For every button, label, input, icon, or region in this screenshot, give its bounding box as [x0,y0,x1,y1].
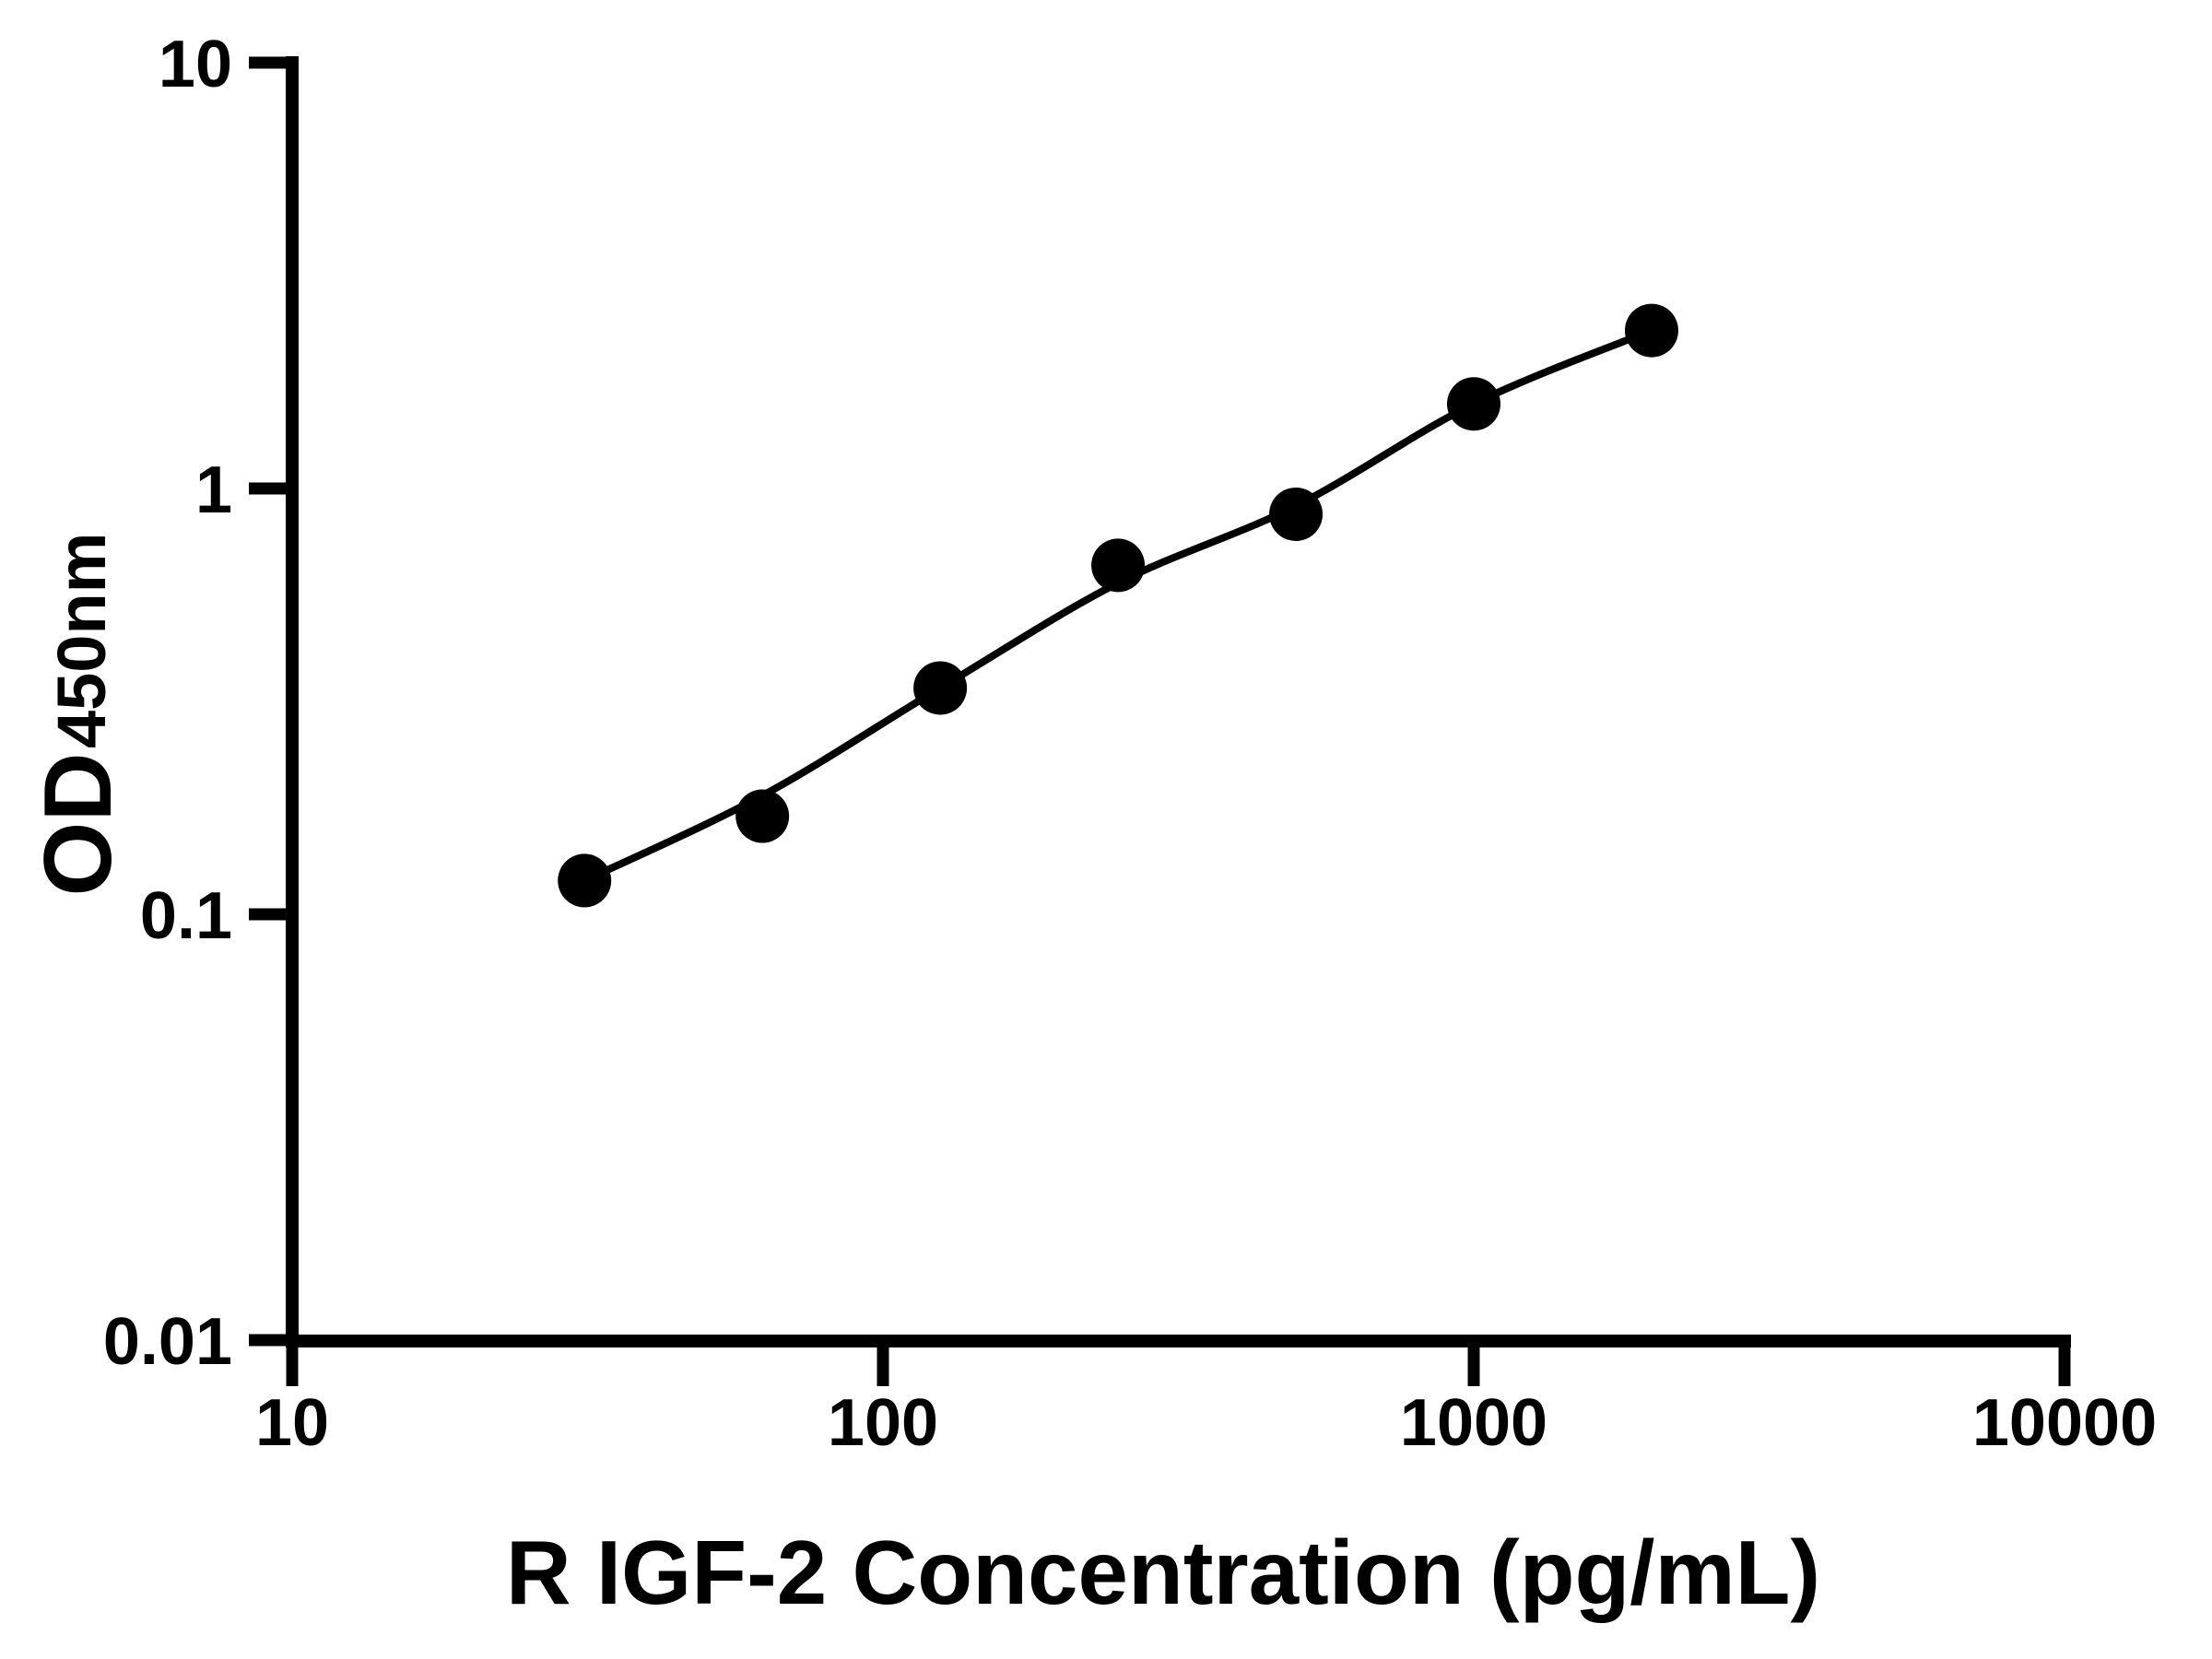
y-axis-title: OD 450nm [25,533,132,897]
y-axis-tick-labels: 10 1 0.1 0.01 [103,28,232,1379]
x-axis-ticks [286,1341,2071,1386]
data-point [558,853,612,908]
x-axis-tick-labels: 10 100 1000 10000 [255,1386,2157,1460]
x-tick-label: 10000 [1972,1386,2157,1460]
y-tick-label: 1 [195,453,232,527]
data-point [735,789,790,843]
data-point [1091,538,1146,593]
y-axis-ticks [249,56,287,1347]
x-tick-label: 100 [828,1386,938,1460]
y-axis-title-subscript: 450nm [43,533,120,748]
x-tick-label: 1000 [1400,1386,1547,1460]
x-axis-title: R IGF-2 Concentration (pg/mL) [506,1522,1820,1623]
y-tick-label: 10 [159,28,232,101]
y-tick-label: 0.1 [140,879,232,953]
y-axis-title-main: OD [25,752,132,896]
data-point [1269,487,1324,541]
data-point [913,661,968,715]
data-points-group [558,303,1678,908]
data-point [1447,377,1500,431]
y-tick-label: 0.01 [103,1305,232,1379]
data-point [1624,303,1678,358]
x-tick-label: 10 [255,1386,329,1460]
